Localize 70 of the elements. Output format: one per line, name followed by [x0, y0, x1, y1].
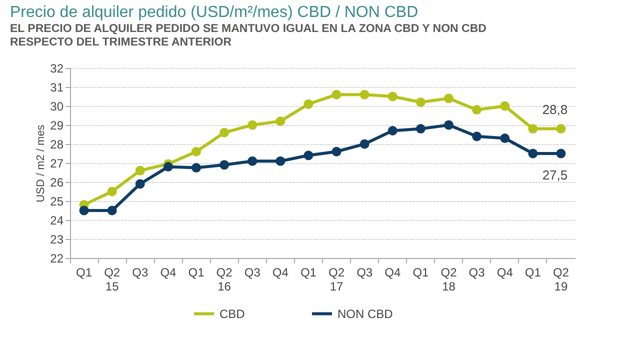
point	[192, 163, 201, 172]
y-axis-title: USD / m2 / mes	[35, 124, 48, 202]
point	[416, 124, 426, 134]
y-tick-label: 22	[50, 252, 64, 266]
point	[107, 206, 117, 216]
legend-label: CBD	[220, 306, 246, 321]
x-tick-label: Q1	[76, 266, 92, 280]
legend-label: NON CBD	[338, 306, 394, 321]
x-tick-label: Q4	[160, 266, 177, 280]
chart-subtitle: EL PRECIO DE ALQUILER PEDIDO SE MANTUVO IGUAL EN LA ZONA CBD Y NON CBD RESPECTO DEL TRIMESTRE ANTERIOR	[10, 23, 486, 48]
x-tick-label: Q1	[300, 266, 317, 280]
x-tick-label: Q3	[132, 266, 148, 280]
y-tick-label: 25	[50, 194, 64, 208]
chart-title: Precio de alquiler pedido (USD/m²/mes) CBD / NON CBD	[10, 4, 418, 21]
x-tick-label: Q2 16	[216, 266, 233, 294]
y-tick-label: 26	[50, 176, 64, 190]
point	[360, 139, 370, 149]
point	[528, 148, 538, 158]
x-tick-label: Q2 19	[552, 266, 570, 294]
x-tick-label: Q2 18	[440, 266, 458, 294]
x-tick-label: Q3	[244, 266, 261, 280]
point	[135, 166, 145, 176]
point	[556, 124, 566, 134]
y-tick-label: 24	[50, 214, 64, 228]
point	[192, 146, 201, 156]
point	[107, 186, 117, 196]
point	[388, 126, 398, 136]
y-tick-label: 29	[50, 118, 64, 132]
point	[220, 128, 230, 138]
x-tick-label: Q4	[384, 266, 401, 280]
y-tick-label: 30	[50, 100, 64, 114]
point	[472, 132, 482, 142]
point	[528, 124, 538, 134]
point	[304, 99, 314, 109]
point	[416, 97, 426, 107]
y-tick-label: 23	[50, 232, 64, 246]
point	[163, 162, 173, 172]
point	[500, 134, 510, 144]
point	[388, 92, 398, 102]
point	[248, 120, 258, 130]
point	[500, 101, 510, 111]
x-tick-label: Q1	[188, 266, 205, 280]
point	[332, 146, 342, 156]
point	[248, 156, 258, 166]
point	[444, 120, 454, 130]
x-tick-label: Q4	[496, 266, 514, 280]
point	[444, 94, 454, 104]
data-label: 28,8	[542, 102, 568, 117]
x-tick-label: Q3	[356, 266, 373, 280]
y-tick-label: 28	[50, 138, 64, 152]
data-label: 27,5	[542, 168, 568, 182]
point	[220, 160, 230, 170]
point	[79, 206, 89, 216]
x-tick-label: Q2 15	[104, 266, 120, 294]
x-tick-label: Q1	[412, 266, 430, 280]
point	[276, 156, 286, 166]
y-tick-label: 31	[50, 80, 64, 94]
x-tick-label: Q4	[272, 266, 289, 280]
point	[472, 105, 482, 115]
x-tick-label: Q1	[524, 266, 542, 280]
point	[135, 179, 145, 189]
x-tick-label: Q2 17	[328, 266, 345, 294]
y-tick-label: 27	[50, 156, 64, 170]
y-tick-label: 32	[50, 62, 64, 76]
point	[276, 116, 286, 126]
point	[304, 150, 314, 160]
point	[360, 90, 370, 100]
point	[556, 148, 566, 158]
point	[332, 90, 342, 100]
x-tick-label: Q3	[468, 266, 486, 280]
